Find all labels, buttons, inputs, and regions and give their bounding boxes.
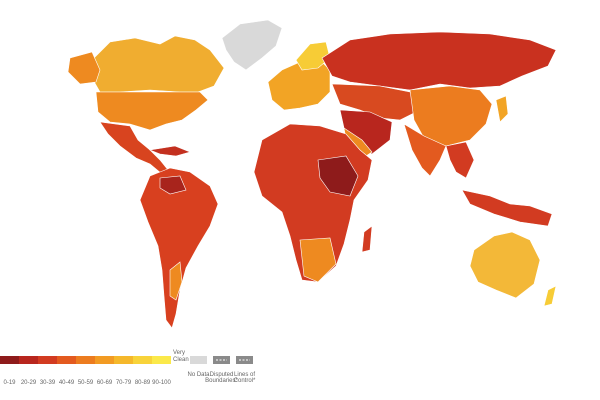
legend-label: 70-79 [116, 380, 132, 386]
legend-swatch [95, 356, 114, 364]
indonesia [461, 189, 553, 227]
legend-swatch [190, 356, 207, 364]
legend-swatch [133, 356, 152, 364]
new-zealand [543, 285, 557, 307]
venezuela [159, 175, 187, 195]
legend-label: 60-69 [97, 380, 113, 386]
india [403, 123, 447, 177]
legend-swatch [38, 356, 57, 364]
legend-label: Very [173, 350, 185, 356]
china [409, 85, 493, 147]
legend-swatch [0, 356, 19, 364]
legend-label: Disputed [210, 372, 234, 378]
legend-swatch [19, 356, 38, 364]
usa [95, 91, 209, 131]
legend-label: Clean [173, 357, 189, 363]
legend-label: 50-59 [78, 380, 94, 386]
australia [469, 231, 541, 299]
legend-swatch [57, 356, 76, 364]
russia [321, 31, 557, 91]
legend-swatch [152, 356, 171, 364]
sudan [317, 155, 359, 197]
legend-label: 30-39 [40, 380, 56, 386]
legend-swatch [76, 356, 95, 364]
legend-label: 40-49 [59, 380, 75, 386]
greenland [221, 19, 283, 71]
legend-label: No Data [187, 372, 210, 378]
legend-label: Boundaries* [205, 378, 238, 384]
countries [67, 19, 557, 329]
legend-label: Lines of [234, 372, 255, 378]
legend-swatch [114, 356, 133, 364]
southeast-asia [445, 141, 475, 179]
chile [169, 261, 183, 301]
caribbean [148, 145, 191, 157]
europe [267, 57, 331, 111]
legend: 0-19 20-29 30-39 40-49 50-59 60-69 70-79 80-89 9… [0, 350, 256, 386]
legend-label: 0-19 [3, 380, 16, 386]
madagascar [361, 225, 373, 253]
alaska [67, 51, 101, 85]
southern-africa [299, 237, 337, 283]
legend-label: 90-100 [152, 380, 171, 386]
japan [495, 95, 509, 123]
legend-label: 80-89 [135, 380, 151, 386]
central-asia [331, 83, 421, 121]
south-america [139, 167, 219, 329]
legend-label: 20-29 [21, 380, 37, 386]
legend-label: Control* [234, 378, 256, 384]
